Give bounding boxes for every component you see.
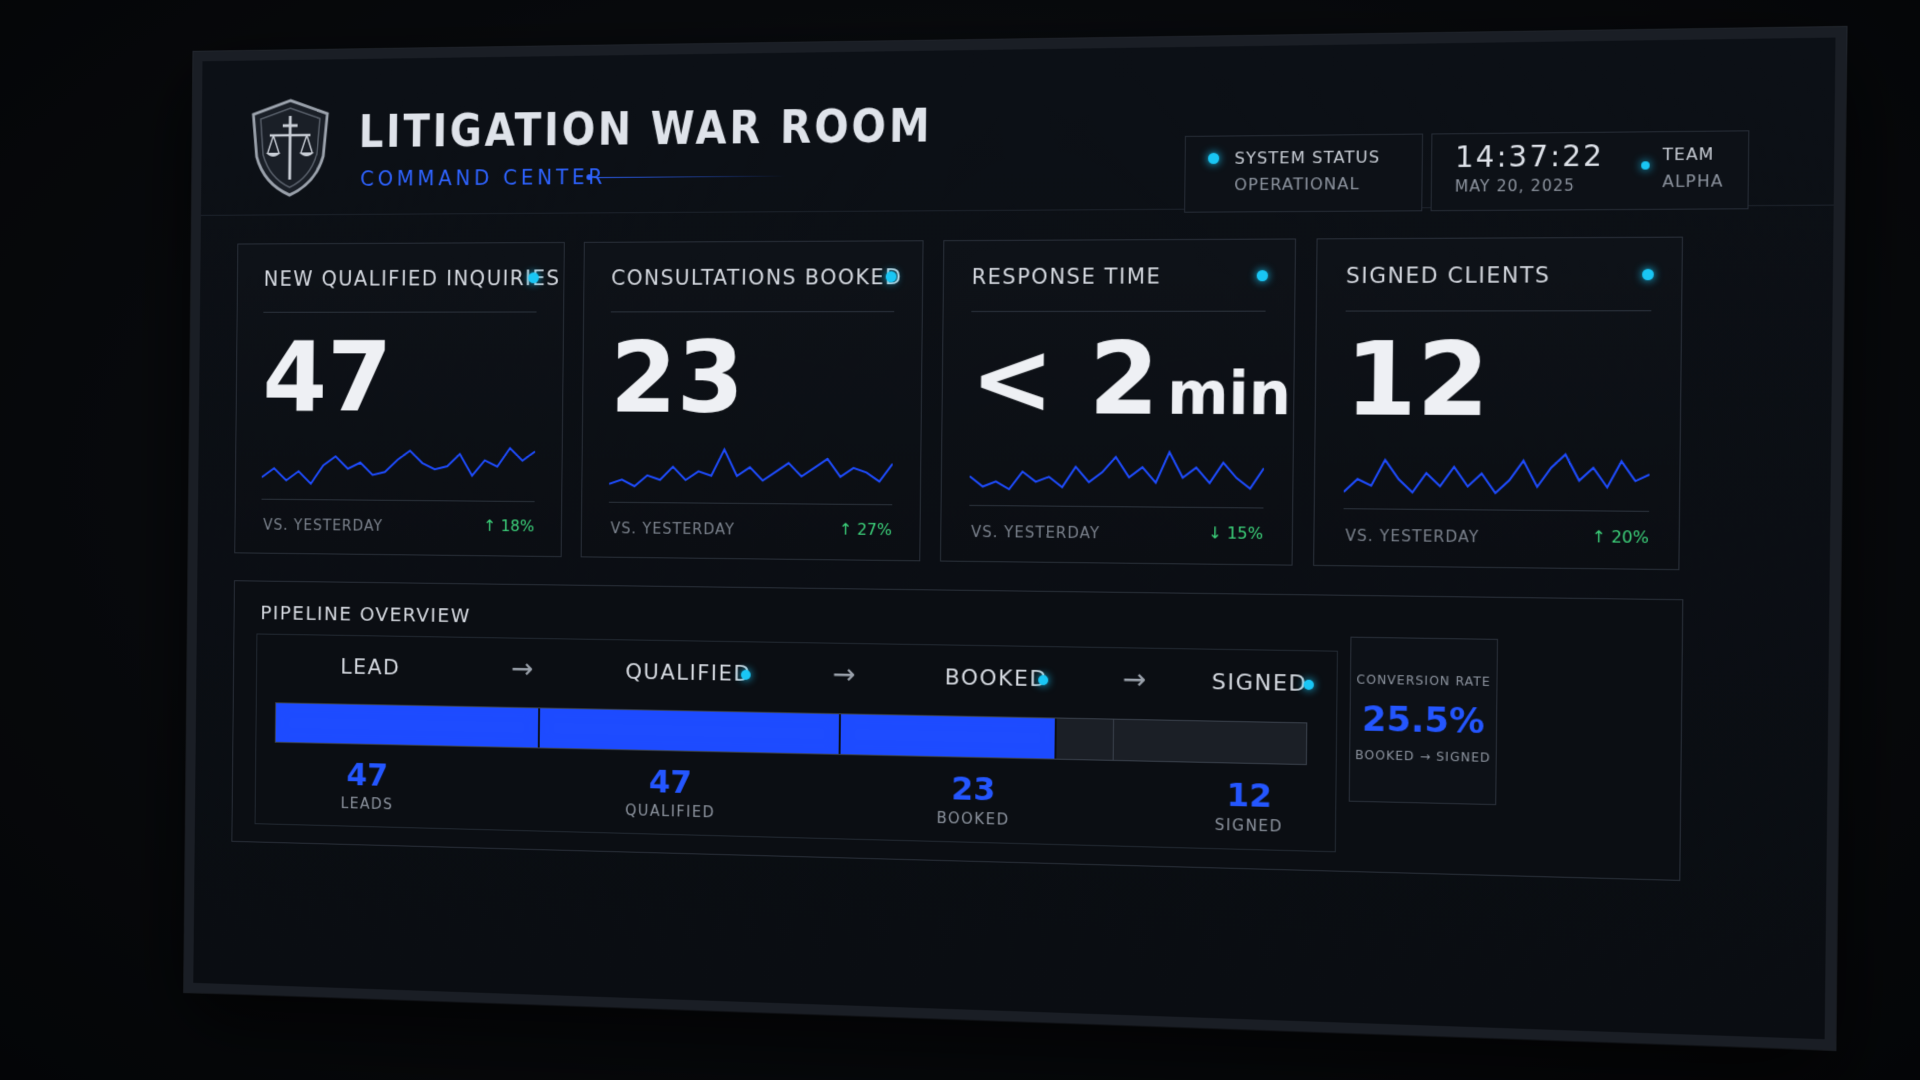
sparkline-path <box>609 449 893 489</box>
team-panel: TEAM ALPHA <box>1619 130 1750 211</box>
pipeline-progress-bar <box>274 702 1308 766</box>
stage-label-qualified: QUALIFIED <box>625 659 752 687</box>
kpi-value: < 2 min <box>970 320 1292 438</box>
kpi-card-title: SIGNED CLIENTS <box>1345 262 1551 289</box>
stage-live-dot <box>740 669 751 680</box>
header: LITIGATION WAR ROOM COMMAND CENTER SYSTE… <box>200 37 1836 216</box>
stage-sub-signed: SIGNED <box>1214 815 1284 836</box>
stage-count-booked: 23 <box>951 769 996 809</box>
team-label: TEAM <box>1662 144 1715 165</box>
divider <box>969 504 1264 509</box>
sparkline <box>262 443 536 490</box>
divider <box>1343 508 1650 512</box>
team-indicator-dot <box>1641 161 1650 170</box>
stage-label-booked: BOOKED <box>944 665 1048 693</box>
sparkline-path <box>1344 453 1650 494</box>
stage-sub-qualified: QUALIFIED <box>625 801 716 822</box>
status-indicator-dot <box>1207 152 1220 165</box>
stage-count-signed: 12 <box>1226 775 1273 816</box>
stage-count-qualified: 47 <box>648 762 692 802</box>
kpi-compare-label: VS. YESTERDAY <box>970 522 1101 543</box>
stage-sub-booked: BOOKED <box>936 808 1010 829</box>
kpi-delta: ↑ 18% <box>483 516 535 536</box>
subtitle-accent-dot <box>586 174 593 181</box>
arrow-right-icon: → <box>1122 662 1147 697</box>
kpi-card-signed-clients: SIGNED CLIENTS 12 VS. YESTERDAY ↑ 20% <box>1313 236 1683 571</box>
kpi-card-new-qualified-inquiries: NEW QUALIFIED INQUIRIES 47 VS. YESTERDAY… <box>234 241 565 558</box>
kpi-value: 23 <box>610 320 745 436</box>
pipeline-segment-signed <box>1112 719 1308 765</box>
sparkline-path <box>262 447 535 486</box>
arrow-right-icon: → <box>832 657 856 691</box>
kpi-compare-label: VS. YESTERDAY <box>610 519 735 539</box>
divider <box>971 310 1266 312</box>
kpi-card-title: CONSULTATIONS BOOKED <box>611 265 903 290</box>
pipeline-segment-lead <box>275 703 541 748</box>
stage-label-lead: LEAD <box>340 655 401 681</box>
pipeline-title: PIPELINE OVERVIEW <box>260 600 471 628</box>
page-subtitle: COMMAND CENTER <box>360 165 607 191</box>
kpi-value: 47 <box>262 320 392 433</box>
pipeline-overview-panel: PIPELINE OVERVIEW LEAD → QUALIFIED → BOO… <box>231 580 1684 881</box>
system-status-panel: SYSTEM STATUS OPERATIONAL <box>1184 133 1424 213</box>
sparkline <box>1344 449 1650 498</box>
clock-panel: 14:37:22 MAY 20, 2025 <box>1430 131 1623 212</box>
stage-live-dot <box>1303 679 1314 690</box>
kpi-value-number: 12 <box>1344 319 1491 440</box>
kpi-live-dot <box>1256 270 1269 282</box>
team-name: ALPHA <box>1662 171 1724 192</box>
kpi-card-response-time: RESPONSE TIME < 2 min VS. YESTERDAY ↓ 15% <box>940 238 1297 566</box>
kpi-delta: ↑ 20% <box>1591 526 1649 548</box>
kpi-live-dot <box>1642 268 1654 281</box>
conversion-rate-sub: BOOKED → SIGNED <box>1355 747 1491 765</box>
clock-time: 14:37:22 <box>1454 138 1605 175</box>
conversion-rate-panel: CONVERSION RATE 25.5% BOOKED → SIGNED <box>1348 636 1499 806</box>
pipeline-segment-booked <box>840 714 1057 759</box>
stage-label-signed: SIGNED <box>1211 669 1308 697</box>
kpi-card-consultations-booked: CONSULTATIONS BOOKED 23 VS. YESTERDAY ↑ … <box>580 240 924 562</box>
arrow-right-icon: → <box>510 652 534 685</box>
subtitle-accent-line <box>594 175 787 179</box>
sparkline <box>969 447 1264 495</box>
sparkline-path <box>970 451 1265 491</box>
divider <box>261 498 535 503</box>
conversion-rate-label: CONVERSION RATE <box>1356 672 1492 690</box>
system-status-value: OPERATIONAL <box>1234 173 1360 195</box>
kpi-value-number: 23 <box>609 320 745 436</box>
kpi-delta: ↑ 27% <box>838 519 893 540</box>
stage-live-dot <box>1038 675 1049 686</box>
page-title: LITIGATION WAR ROOM <box>358 98 933 158</box>
kpi-value-unit: min <box>1166 359 1292 429</box>
divider <box>263 311 537 313</box>
system-status-label: SYSTEM STATUS <box>1234 147 1381 168</box>
divider <box>610 311 895 313</box>
kpi-value: 12 <box>1344 320 1490 440</box>
kpi-delta: ↓ 15% <box>1207 523 1264 543</box>
kpi-card-title: NEW QUALIFIED INQUIRIES <box>263 266 561 291</box>
kpi-card-title: RESPONSE TIME <box>971 264 1162 290</box>
conversion-rate-value: 25.5% <box>1361 699 1485 743</box>
kpi-compare-label: VS. YESTERDAY <box>1345 526 1480 547</box>
pipeline-funnel: LEAD → QUALIFIED → BOOKED → SIGNED 47 LE… <box>254 633 1338 853</box>
dashboard-screen: LITIGATION WAR ROOM COMMAND CENTER SYSTE… <box>193 37 1836 1040</box>
divider <box>608 501 893 506</box>
dashboard-monitor: LITIGATION WAR ROOM COMMAND CENTER SYSTE… <box>184 26 1847 1051</box>
kpi-value-number: < 2 <box>970 319 1160 438</box>
pipeline-segment-qualified <box>539 708 841 754</box>
divider <box>1345 310 1652 312</box>
shield-scales-sword-icon <box>247 96 333 199</box>
stage-count-leads: 47 <box>346 755 389 794</box>
sparkline <box>609 445 893 492</box>
clock-date: MAY 20, 2025 <box>1454 176 1576 196</box>
kpi-value-number: 47 <box>262 320 393 434</box>
kpi-compare-label: VS. YESTERDAY <box>263 516 383 535</box>
stage-sub-leads: LEADS <box>340 794 394 814</box>
